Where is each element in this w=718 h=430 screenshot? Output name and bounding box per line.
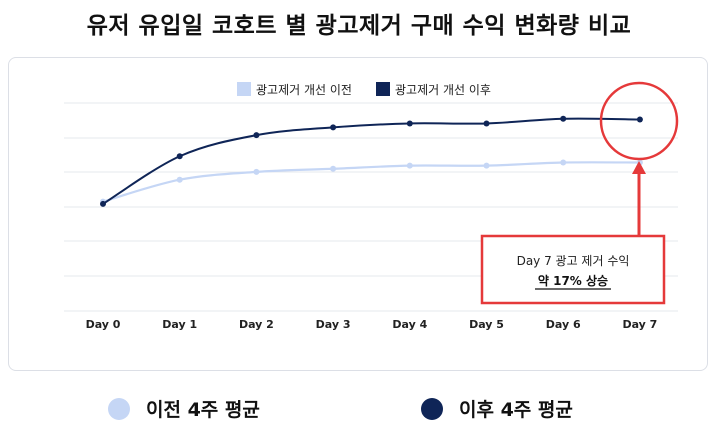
bottom-legend-item-before: 이전 4주 평균 <box>108 395 260 422</box>
annotation: Day 7 광고 제거 수익 약 17% 상승 <box>480 81 679 305</box>
series-line-before <box>102 161 640 203</box>
x-tick-label: Day 2 <box>239 318 274 331</box>
annotation-box <box>480 234 666 305</box>
x-tick-label: Day 7 <box>622 318 657 331</box>
annotation-text-line2: 약 17% 상승 <box>538 273 608 288</box>
legend-swatch-after <box>376 82 390 96</box>
data-point-before <box>253 168 260 175</box>
legend-swatch-before <box>237 82 251 96</box>
highlight-circle <box>599 81 679 161</box>
data-point-after <box>100 200 106 207</box>
bottom-legend-item-after: 이후 4주 평균 <box>421 395 573 422</box>
data-point-after <box>636 116 643 123</box>
bottom-legend: 이전 4주 평균 이후 4주 평균 <box>0 395 718 429</box>
x-tick-label: Day 6 <box>546 318 581 331</box>
page-title: 유저 유입일 코호트 별 광고제거 구매 수익 변화량 비교 <box>86 13 632 39</box>
data-point-after <box>560 115 567 122</box>
data-point-after <box>330 124 337 131</box>
bottom-legend-label-before: 이전 4주 평균 <box>146 399 260 421</box>
legend-label-after: 광고제거 개선 이후 <box>395 83 491 97</box>
data-point-after <box>406 120 413 127</box>
data-point-before <box>330 165 337 172</box>
data-point-after <box>176 153 183 160</box>
bottom-legend-dot-before <box>108 397 130 420</box>
data-point-before <box>483 162 490 169</box>
x-tick-label: Day 5 <box>469 318 504 331</box>
data-point-after <box>253 132 260 139</box>
annotation-arrow-head <box>632 161 646 174</box>
data-point-before <box>176 176 183 183</box>
x-tick-label: Day 1 <box>162 318 197 331</box>
legend-label-before: 광고제거 개선 이전 <box>256 83 352 97</box>
bottom-legend-label-after: 이후 4주 평균 <box>459 399 573 421</box>
annotation-text-line1: Day 7 광고 제거 수익 <box>517 254 630 268</box>
bottom-legend-dot-after <box>421 397 443 420</box>
chart-series <box>100 115 643 207</box>
series-line-after <box>102 117 640 205</box>
x-tick-label: Day 4 <box>392 318 427 331</box>
x-axis-ticks: Day 0 Day 1 Day 2 Day 3 Day 4 Day 5 Day 6 Day 7 <box>86 318 658 331</box>
data-point-after <box>483 120 490 127</box>
data-point-before <box>560 159 567 166</box>
x-tick-label: Day 3 <box>316 318 351 331</box>
chart-card <box>8 57 708 371</box>
chart-legend: 광고제거 개선 이전 광고제거 개선 이후 <box>237 82 491 97</box>
data-point-before <box>406 162 413 169</box>
x-tick-label: Day 0 <box>86 318 121 331</box>
